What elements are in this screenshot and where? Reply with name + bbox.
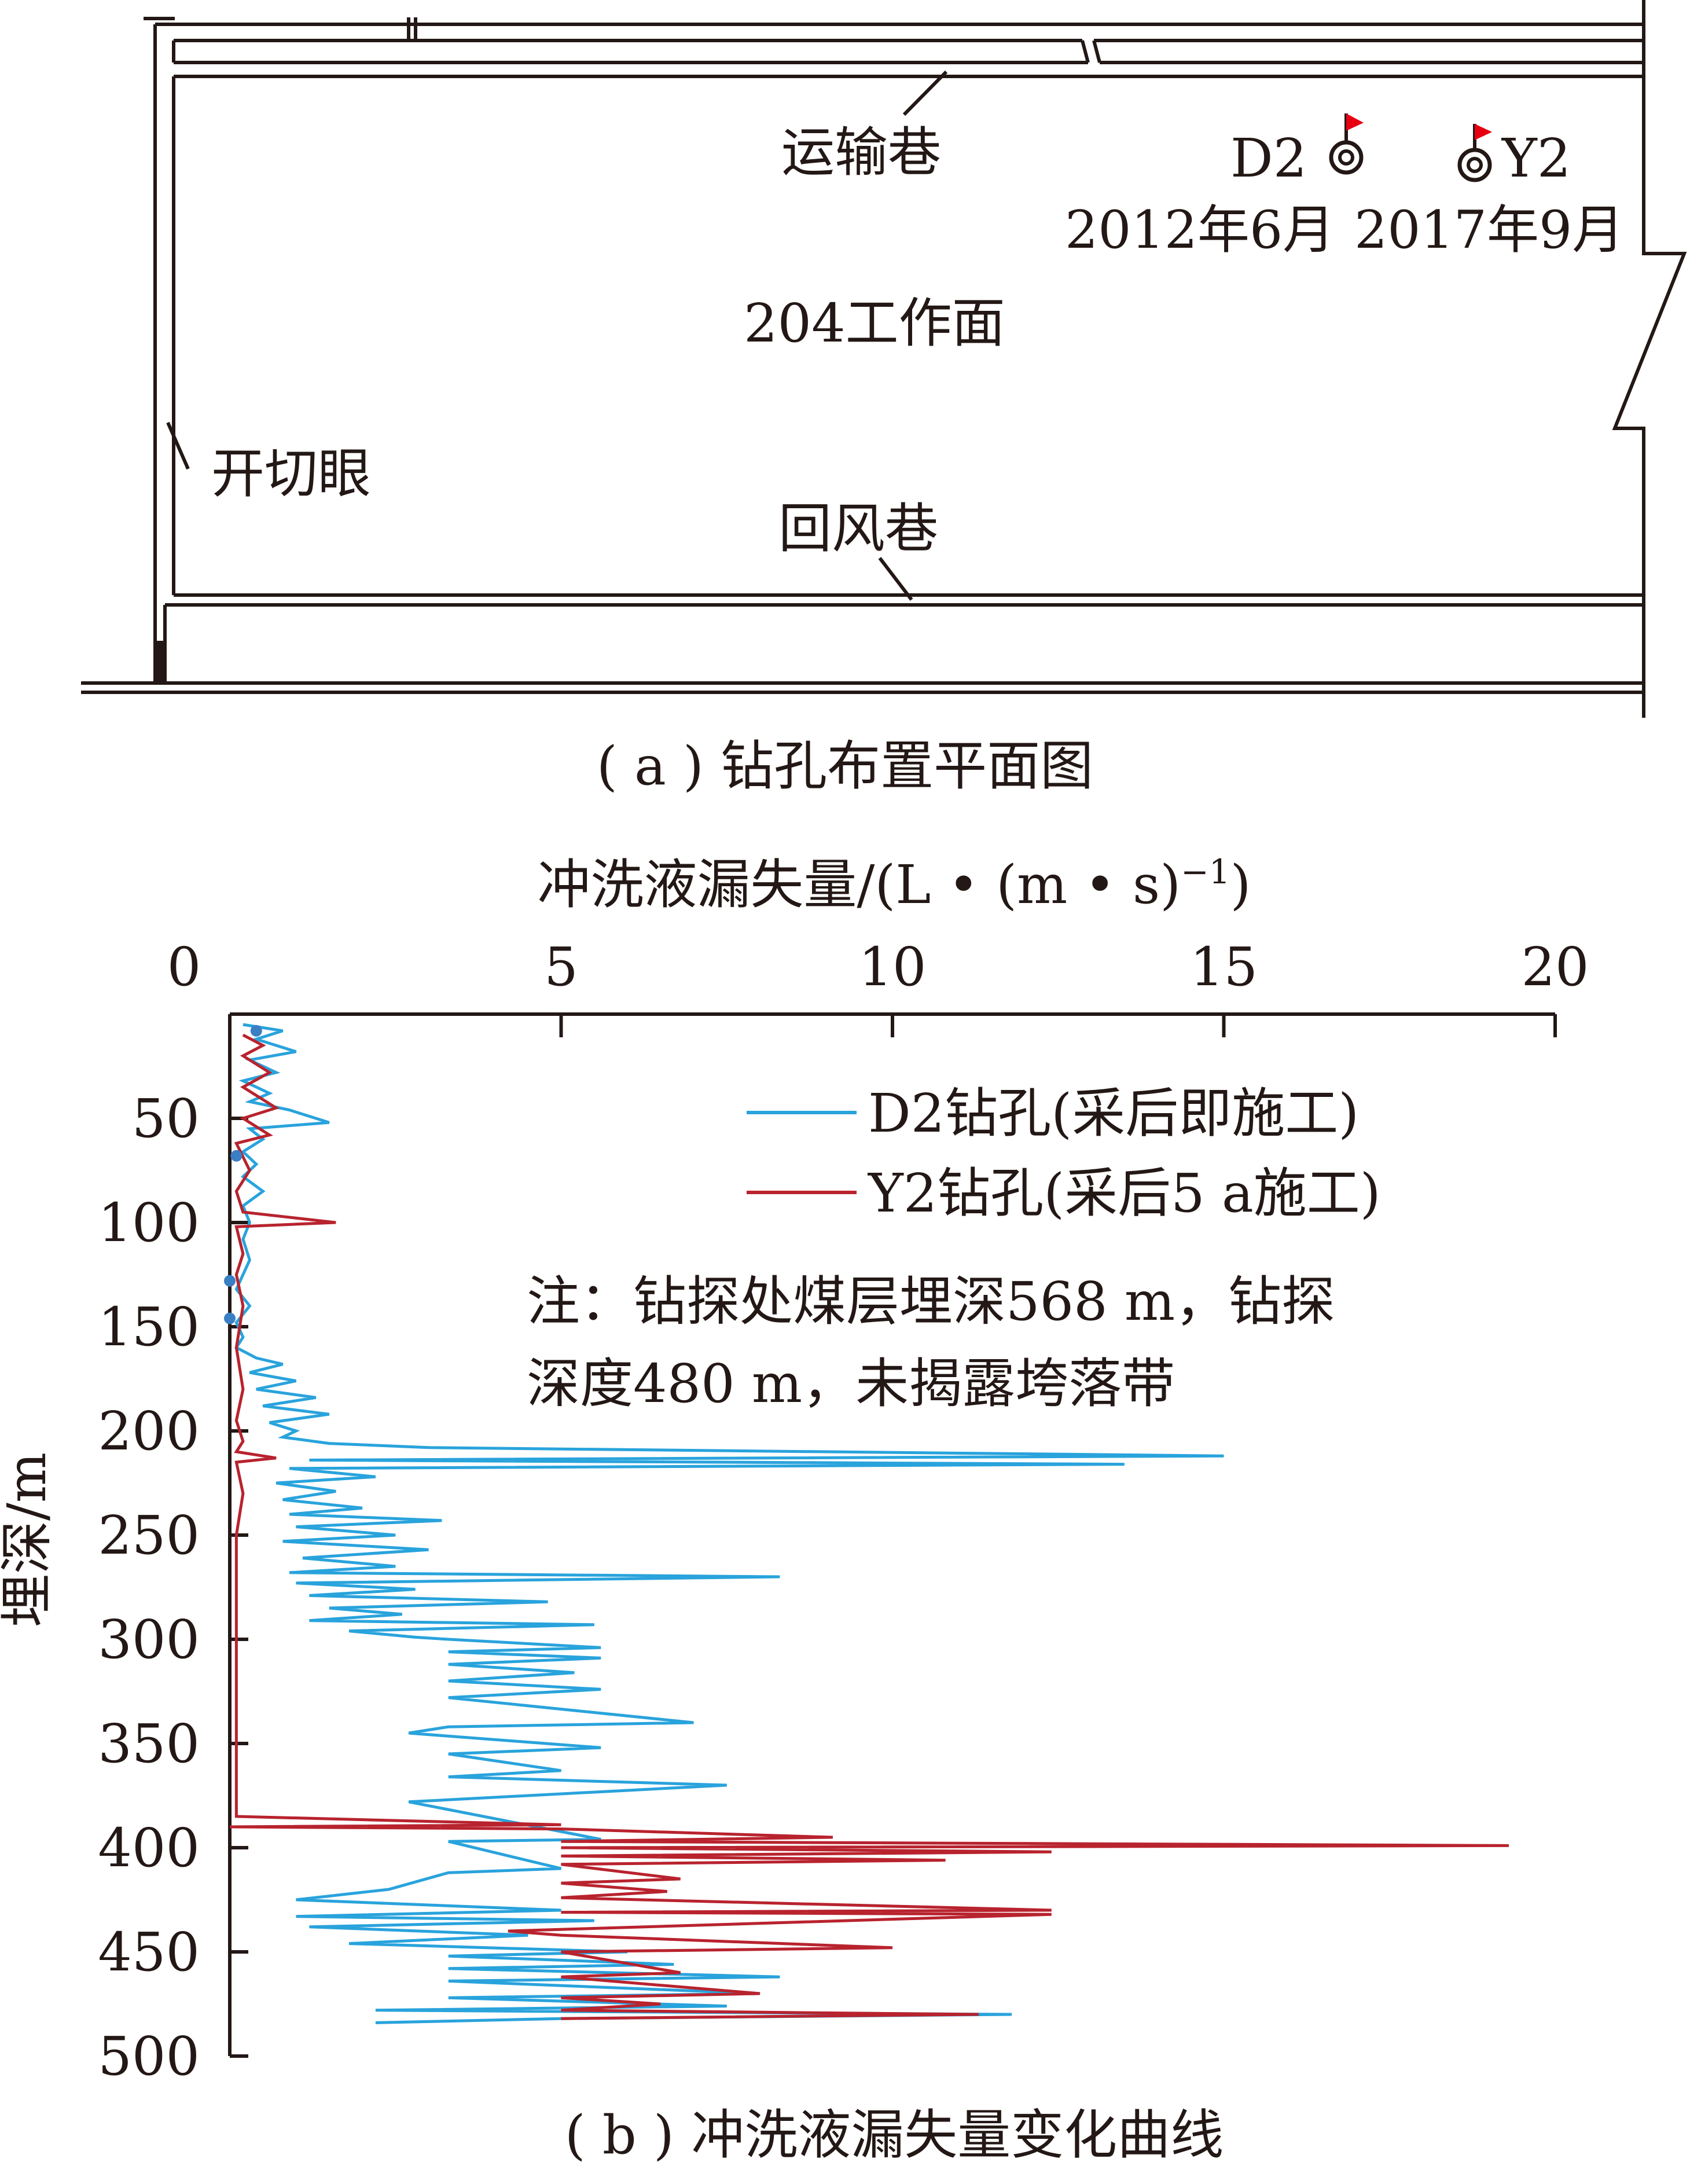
d2-marker-3 (224, 1275, 236, 1287)
legend-label-y2: Y2钻孔(采后5 a施工) (867, 1162, 1381, 1224)
borehole-y2-ring (1457, 148, 1492, 182)
borehole-d2-symbol (1329, 113, 1364, 175)
borehole-y2-symbol (1457, 124, 1492, 182)
x-tick-label-0: 0 (167, 936, 201, 998)
y-tick-label-300: 300 (98, 1609, 200, 1671)
y-tick-label-150: 150 (98, 1296, 200, 1358)
d2-marker-4 (224, 1312, 236, 1324)
y-tick-label-450: 450 (98, 1921, 200, 1983)
x-tick-label-5: 5 (544, 936, 578, 998)
plan-gap-left (1081, 40, 1090, 63)
series-line-y2 (229, 1033, 1509, 2020)
x-axis-title: 冲洗液漏失量/(L • (m • s)−1) (537, 852, 1251, 916)
legend-label-d2: D2钻孔(采后即施工) (868, 1082, 1359, 1144)
note-line-1: 注：钻探处煤层埋深568 m，钻探 (527, 1271, 1335, 1333)
x-axis: 0 5 10 15 20 (167, 936, 1589, 1037)
y-axis: 50 100 150 200 250 300 350 400 450 500 (98, 1014, 248, 2087)
x-axis-title-close: ) (1230, 854, 1251, 916)
y-axis-title: 埋深/m (0, 1452, 58, 1627)
label-borehole-d2: D2 (1230, 127, 1307, 189)
plan-break-line (1612, 0, 1687, 718)
plan-junction-block (153, 641, 167, 685)
label-return-roadway: 回风巷 (778, 498, 938, 560)
d2-marker-2 (230, 1150, 243, 1162)
y-tick-label-500: 500 (98, 2025, 200, 2087)
series-layer (229, 1023, 1509, 2024)
x-axis-title-sup: −1 (1181, 852, 1230, 891)
x-tick-label-15: 15 (1190, 936, 1258, 998)
plan-gap-right (1092, 40, 1101, 63)
borehole-d2-ring (1329, 140, 1364, 175)
label-borehole-y2: Y2 (1501, 127, 1571, 189)
y-tick-label-100: 100 (98, 1192, 200, 1254)
x-tick-label-10: 10 (858, 936, 926, 998)
label-cut-hole: 开切眼 (211, 443, 371, 505)
flag-y2-icon (1475, 124, 1492, 140)
y-tick-label-50: 50 (132, 1088, 200, 1150)
caption-a: ( a ) 钻孔布置平面图 (597, 735, 1093, 797)
legend: D2钻孔(采后即施工) Y2钻孔(采后5 a施工) (747, 1082, 1381, 1224)
y-tick-label-200: 200 (98, 1400, 200, 1462)
leader-cut (166, 421, 190, 470)
x-tick-label-20: 20 (1521, 936, 1589, 998)
y-tick-label-350: 350 (98, 1713, 200, 1775)
note-line-2: 深度480 m，未揭露垮落带 (527, 1353, 1175, 1415)
borehole-y2-core (1467, 157, 1483, 173)
label-workface: 204工作面 (744, 292, 1005, 354)
leader-transport (902, 70, 948, 116)
flag-d2-icon (1346, 113, 1364, 131)
borehole-d2-core (1338, 149, 1354, 166)
caption-b: ( b ) 冲洗液漏失量变化曲线 (565, 2104, 1224, 2166)
label-date-y2: 2017年9月 (1354, 200, 1624, 260)
series-line-d2 (234, 1023, 1224, 2024)
y-tick-label-250: 250 (98, 1504, 200, 1566)
d2-marker-1 (250, 1025, 262, 1037)
label-date-d2: 2012年6月 (1065, 200, 1335, 260)
d2-markers (224, 1025, 262, 1324)
label-transport-roadway: 运输巷 (781, 122, 941, 183)
plan-view (81, 0, 1687, 718)
y-tick-label-400: 400 (98, 1817, 200, 1879)
leader-return (878, 557, 913, 601)
x-axis-title-main: 冲洗液漏失量/(L • (m • s) (537, 854, 1181, 916)
